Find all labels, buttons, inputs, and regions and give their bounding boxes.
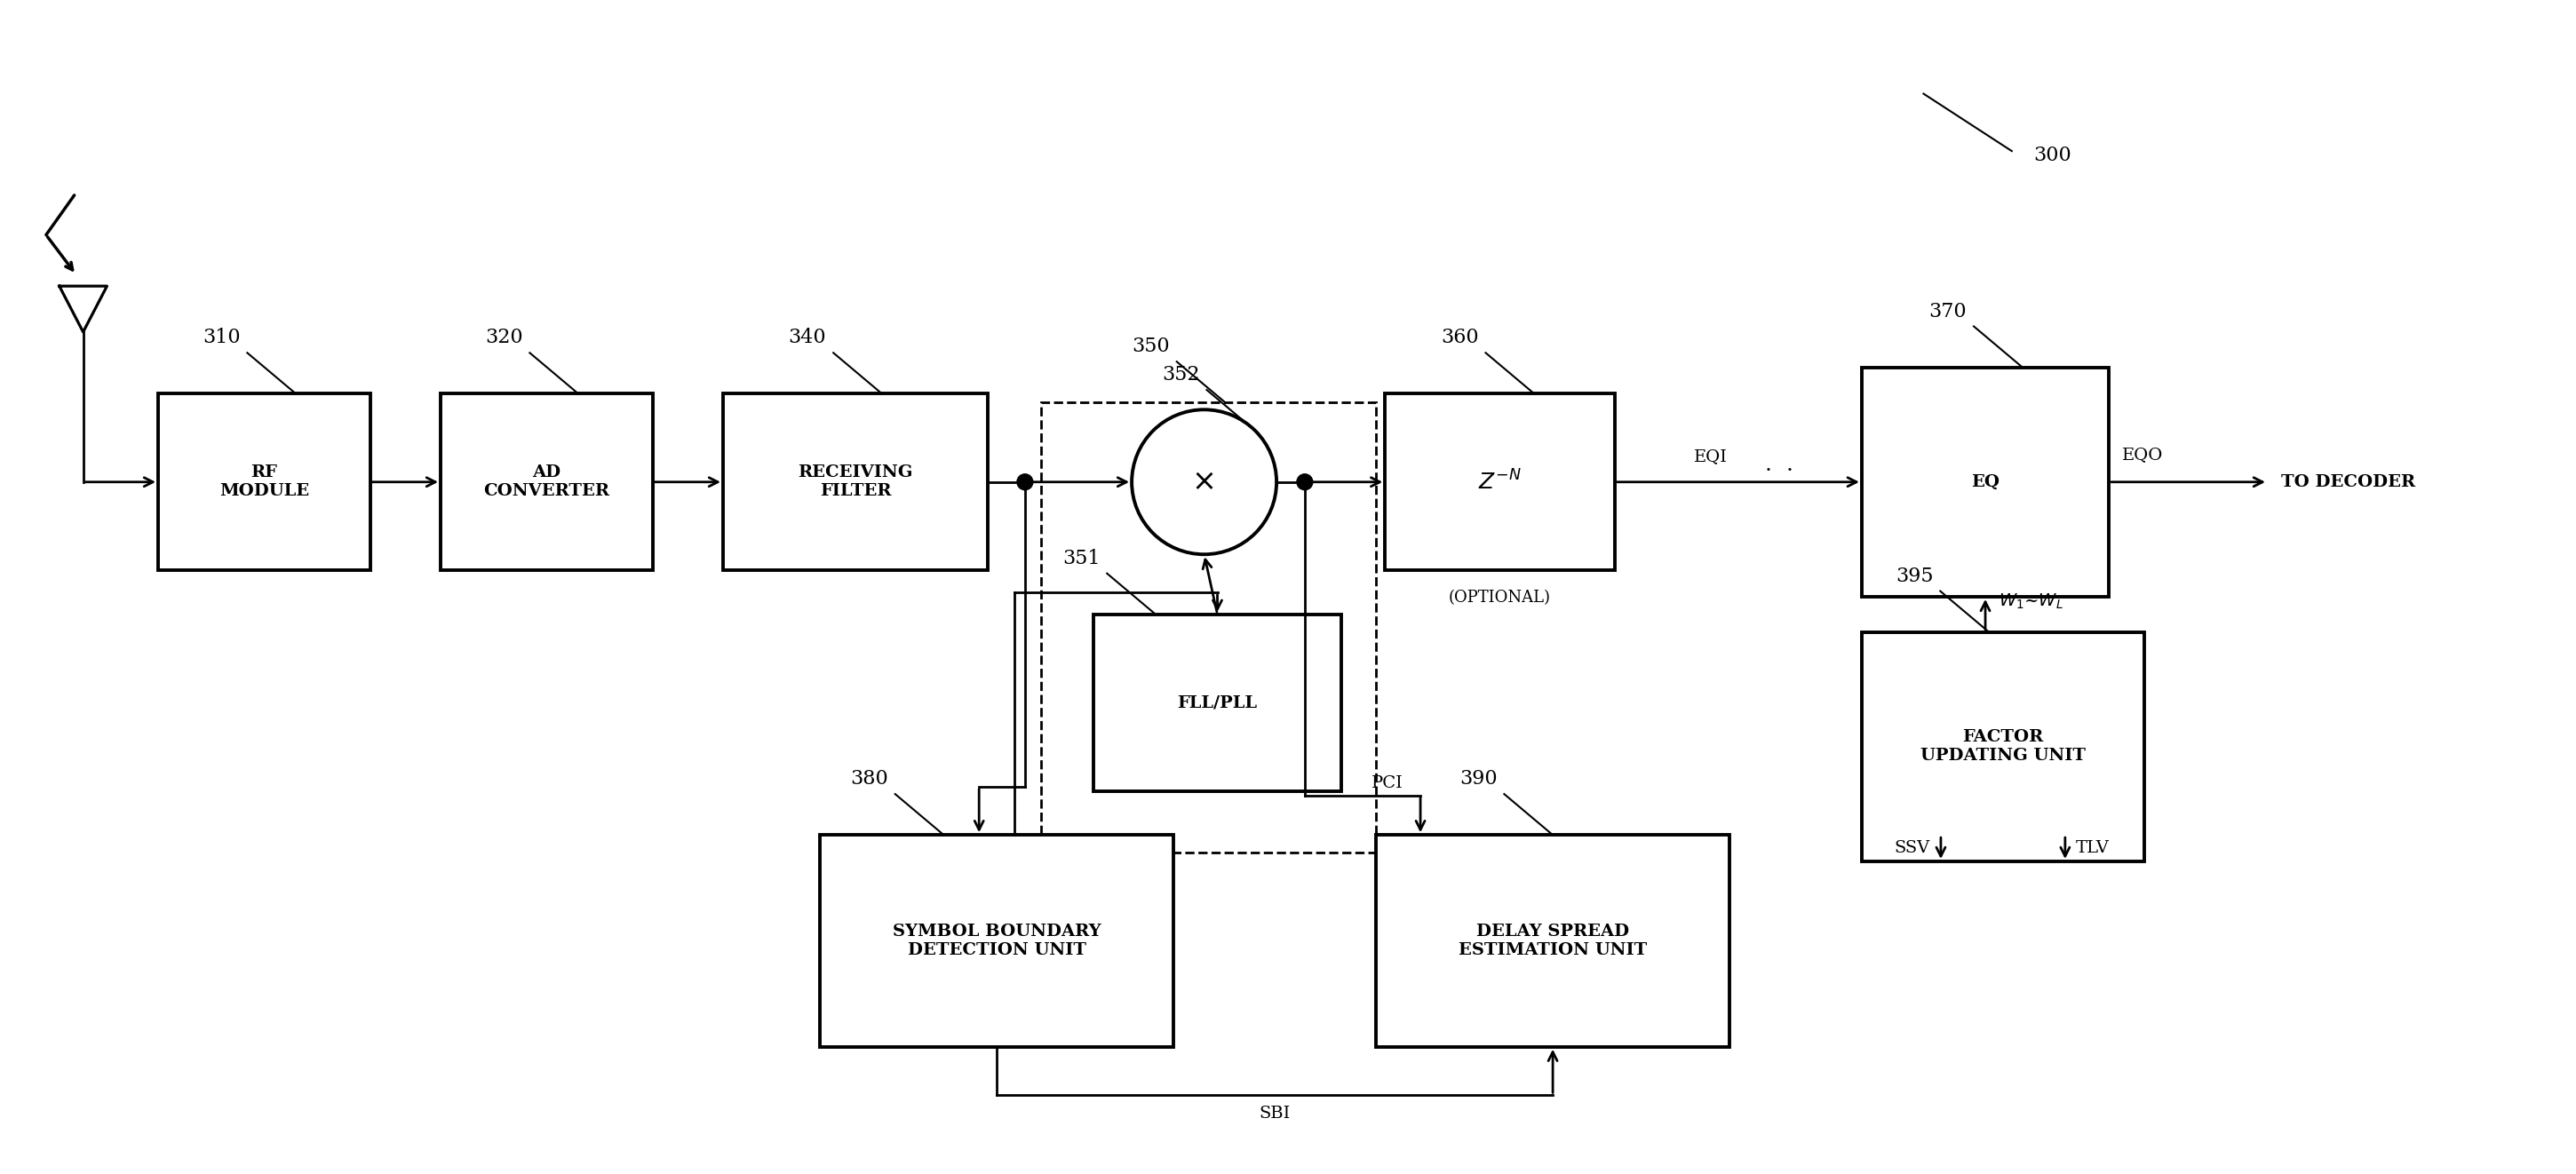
Text: ·  ·: · ·: [1765, 461, 1793, 481]
Text: SYMBOL BOUNDARY
DETECTION UNIT: SYMBOL BOUNDARY DETECTION UNIT: [891, 924, 1100, 958]
Text: 310: 310: [204, 328, 240, 348]
Text: RF
MODULE: RF MODULE: [219, 465, 309, 499]
Bar: [1862, 367, 2110, 596]
Text: 380: 380: [850, 769, 889, 789]
Text: EQ: EQ: [1971, 474, 1999, 490]
Text: 351: 351: [1061, 548, 1100, 568]
Text: AD
CONVERTER: AD CONVERTER: [484, 465, 611, 499]
Text: EQI: EQI: [1695, 448, 1728, 465]
Bar: [440, 393, 652, 571]
Text: 300: 300: [2035, 146, 2071, 166]
Text: 395: 395: [1896, 566, 1932, 586]
Text: 352: 352: [1162, 365, 1200, 385]
Circle shape: [1131, 410, 1278, 554]
Text: SBI: SBI: [1260, 1106, 1291, 1122]
Bar: [157, 393, 371, 571]
Circle shape: [1018, 474, 1033, 490]
Text: TLV: TLV: [2076, 841, 2110, 856]
Text: 390: 390: [1458, 769, 1497, 789]
Text: 320: 320: [484, 328, 523, 348]
Text: PCI: PCI: [1373, 775, 1404, 791]
Text: $Z^{-N}$: $Z^{-N}$: [1479, 470, 1522, 494]
Circle shape: [1296, 474, 1314, 490]
Text: (OPTIONAL): (OPTIONAL): [1448, 589, 1551, 606]
Text: 360: 360: [1440, 328, 1479, 348]
Bar: [1386, 393, 1615, 571]
Text: FACTOR
UPDATING UNIT: FACTOR UPDATING UNIT: [1919, 729, 2087, 764]
Bar: [1041, 403, 1376, 852]
Text: FLL/PLL: FLL/PLL: [1177, 695, 1257, 710]
Text: ×: ×: [1193, 467, 1216, 497]
Text: SSV: SSV: [1893, 841, 1929, 856]
Text: DELAY SPREAD
ESTIMATION UNIT: DELAY SPREAD ESTIMATION UNIT: [1458, 924, 1646, 958]
Bar: [1376, 835, 1728, 1047]
Text: RECEIVING
FILTER: RECEIVING FILTER: [799, 465, 912, 499]
Bar: [1095, 614, 1342, 791]
Bar: [819, 835, 1172, 1047]
Text: 350: 350: [1131, 337, 1170, 357]
Bar: [1862, 632, 2143, 862]
Text: EQO: EQO: [2123, 446, 2164, 463]
Text: $W_1$~$W_L$: $W_1$~$W_L$: [1999, 592, 2063, 610]
Bar: [724, 393, 987, 571]
Text: 370: 370: [1929, 302, 1965, 321]
Text: 340: 340: [788, 328, 827, 348]
Text: TO DECODER: TO DECODER: [2280, 474, 2416, 490]
